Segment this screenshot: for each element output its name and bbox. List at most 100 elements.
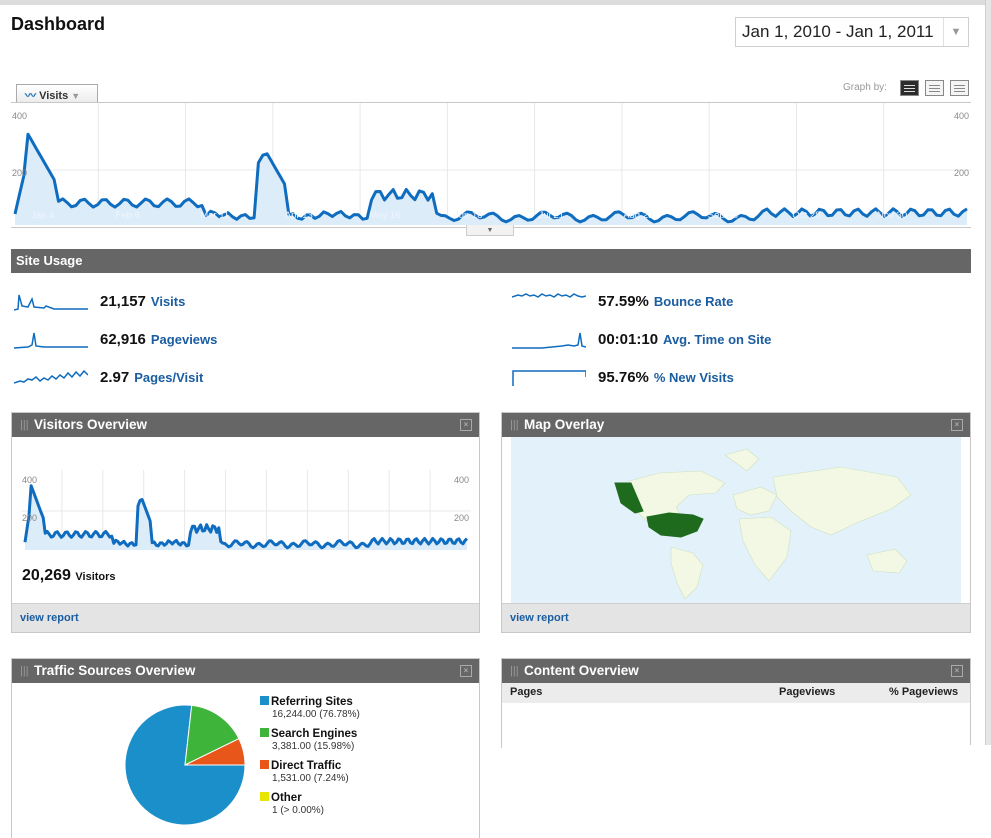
y-tick-left-200: 200 [12,168,28,178]
y-tick-left-400: 400 [12,111,28,121]
y-tick-right-400: 400 [953,111,969,121]
legend-value: 1 (> 0.00%) [272,805,324,816]
column-header-percent-pageviews[interactable]: % Pageviews [889,686,959,698]
panel-title: Visitors Overview [34,417,148,432]
usage-metric-pageviews[interactable]: 62,916 Pageviews [14,328,217,350]
y-tick-left-400: 400 [22,475,38,485]
visitors-chart[interactable] [21,470,471,550]
x-tick-label: Jun 18 [454,210,483,221]
visits-line-chart[interactable]: 400 200 400 200 Jan 4 Feb 6 Mar 11 Apr 13 Ma… [11,102,971,228]
content-overview-panel: ||| Content Overview × [501,658,971,748]
map-overlay-panel: ||| Map Overlay × view report [501,412,971,633]
panel-title: Traffic Sources Overview [34,663,196,678]
date-range-picker[interactable]: Jan 1, 2010 - Jan 1, 2011 ▼ [735,17,969,47]
panel-header[interactable]: ||| Content Overview × [502,659,970,683]
graph-by-month-button[interactable] [950,80,969,96]
close-icon[interactable]: × [951,665,963,677]
x-tick-label: Nov 30 [877,210,908,221]
usage-metric-bounce-rate[interactable]: 57.59% Bounce Rate [512,290,733,312]
visits-chart-svg [11,103,971,225]
column-header-pageviews[interactable]: Pageviews [779,686,836,698]
legend-item[interactable]: Other 1 (> 0.00%) [260,792,360,816]
legend-swatch [260,728,269,737]
bounce-rate-sparkline [512,293,586,298]
south-america [670,546,704,600]
drag-handle-icon[interactable]: ||| [20,665,29,677]
usage-label[interactable]: Pages/Visit [134,369,204,385]
usage-value: 21,157 [100,292,146,310]
pie-slice[interactable] [184,704,240,766]
panel-title: Map Overlay [524,417,605,432]
usage-metric-pages-per-visit[interactable]: 2.97 Pages/Visit [14,366,203,388]
alaska-region [614,482,644,514]
column-header-pages[interactable]: Pages [510,686,543,698]
drag-handle-icon[interactable]: ||| [20,419,29,431]
panel-title: Content Overview [524,663,639,678]
pageviews-sparkline [14,332,88,349]
new-visits-sparkline [512,370,586,386]
x-tick-label: Jan 4 [31,210,55,221]
legend-item[interactable]: Search Engines 3,381.00 (15.98%) [260,728,360,752]
legend-item[interactable]: Referring Sites 16,244.00 (76.78%) [260,696,360,720]
x-tick-label: Mar 11 [200,210,230,221]
visitors-area [25,485,467,550]
usage-label[interactable]: Bounce Rate [653,293,734,309]
usage-label[interactable]: Avg. Time on Site [663,331,772,347]
visits-sparkline [14,294,88,311]
africa [738,516,792,582]
traffic-legend: Referring Sites 16,244.00 (76.78%) Search… [260,696,360,824]
graph-by-day-button[interactable] [900,80,919,96]
usage-metric-visits[interactable]: 21,157 Visits [14,290,185,312]
visitors-value: 20,269 [22,567,71,584]
graph-by-week-button[interactable] [925,80,944,96]
chart-resize-handle[interactable]: ▼ [466,225,514,236]
pages-per-visit-sparkline [14,369,88,384]
loading-overlay [508,745,991,838]
panel-header[interactable]: ||| Visitors Overview × [12,413,479,437]
drag-handle-icon[interactable]: ||| [510,419,519,431]
close-icon[interactable]: × [460,419,472,431]
page-title: Dashboard [11,14,106,34]
legend-value: 16,244.00 (76.78%) [272,709,360,720]
australia [866,548,908,574]
legend-value: 3,381.00 (15.98%) [272,741,355,752]
europe [732,486,778,516]
world-map[interactable] [511,437,961,604]
visitors-label: Visitors [75,571,116,583]
panel-header[interactable]: ||| Traffic Sources Overview × [12,659,479,683]
drag-handle-icon[interactable]: ||| [510,665,519,677]
usage-metric-avg-time[interactable]: 00:01:10 Avg. Time on Site [512,328,771,350]
avg-time-sparkline [512,332,586,349]
usage-label[interactable]: Visits [150,293,186,309]
site-usage-header: Site Usage [11,249,971,273]
traffic-sources-pie[interactable] [115,695,255,835]
united-states-region [646,512,704,538]
traffic-sources-panel: ||| Traffic Sources Overview × [11,658,480,838]
panel-header[interactable]: ||| Map Overlay × [502,413,970,437]
visitors-overview-panel: ||| Visitors Overview × 400 200 400 200 … [11,412,480,633]
legend-swatch [260,760,269,769]
view-report-link[interactable]: view report [502,603,970,632]
visitors-total: 20,269 Visitors [22,567,116,585]
x-tick-label: Sep 25 [707,210,738,221]
scrollbar[interactable] [985,0,991,838]
x-tick-label: May 16 [369,210,401,221]
legend-name: Search Engines [271,728,358,740]
legend-name: Direct Traffic [271,760,342,772]
usage-label[interactable]: % New Visits [653,369,734,385]
y-tick-left-200: 200 [22,513,38,523]
visitors-line [23,484,469,550]
metric-selector-tab[interactable]: 〰 Visits ▼ [16,84,98,102]
legend-item[interactable]: Direct Traffic 1,531.00 (7.24%) [260,760,360,784]
usage-value: 2.97 [100,368,130,386]
close-icon[interactable]: × [460,665,472,677]
view-report-link[interactable]: view report [12,603,479,632]
chevron-down-icon[interactable]: ▼ [943,18,968,46]
usage-metric-new-visits[interactable]: 95.76% % New Visits [512,366,734,388]
close-icon[interactable]: × [951,419,963,431]
pie-slice[interactable] [124,704,246,826]
x-tick-label: Apr 13 [284,210,313,221]
usage-label[interactable]: Pageviews [150,331,218,347]
pie-slice[interactable] [184,737,246,766]
legend-name: Other [271,792,302,804]
